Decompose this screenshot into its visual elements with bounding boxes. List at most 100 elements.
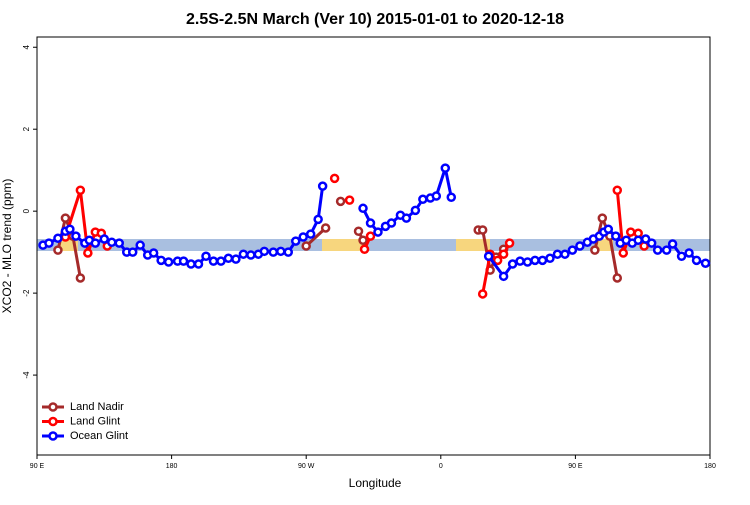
data-point <box>667 239 678 249</box>
data-point <box>127 247 138 257</box>
data-point <box>552 249 563 259</box>
data-point <box>418 194 428 205</box>
y-tick-label: 2 <box>22 126 31 131</box>
data-point <box>567 245 578 255</box>
data-point <box>238 249 249 259</box>
data-point <box>223 253 234 264</box>
data-point <box>477 225 488 235</box>
y-tick-label: 4 <box>22 44 31 49</box>
legend-marker <box>48 431 58 441</box>
data-point <box>216 256 226 266</box>
data-point <box>386 218 397 228</box>
data-point <box>246 250 256 260</box>
plot-frame <box>36 36 711 456</box>
data-point <box>365 231 376 241</box>
data-point <box>410 205 421 216</box>
data-point <box>522 257 533 267</box>
data-point <box>301 241 311 251</box>
data-point <box>353 226 364 236</box>
data-point <box>114 238 125 248</box>
data-point <box>597 213 608 223</box>
data-point <box>60 213 71 223</box>
data-point <box>329 173 340 184</box>
data-point <box>156 255 166 266</box>
data-point <box>107 237 117 248</box>
data-point <box>290 236 301 246</box>
x-tick-label: 180 <box>704 463 716 470</box>
data-point <box>99 234 110 244</box>
data-point <box>259 246 270 257</box>
data-point <box>676 251 687 261</box>
y-tick-label: -4 <box>22 371 31 379</box>
data-point <box>640 234 651 244</box>
data-point <box>148 248 159 258</box>
data-point <box>83 248 93 258</box>
data-point <box>492 255 503 266</box>
data-point <box>71 231 81 241</box>
data-point <box>515 256 525 266</box>
data-point <box>691 255 702 266</box>
data-point <box>431 191 442 201</box>
data-point <box>283 247 294 257</box>
data-point <box>335 196 346 207</box>
data-point <box>646 238 657 248</box>
data-point <box>575 241 585 251</box>
data-point <box>507 259 518 269</box>
x-tick-label: 180 <box>166 463 178 470</box>
data-point <box>193 259 204 269</box>
data-point <box>477 289 488 299</box>
data-point <box>135 240 145 250</box>
x-axis-label: Longitude <box>349 476 402 490</box>
data-point <box>498 249 509 259</box>
data-point <box>359 244 370 255</box>
data-point <box>75 273 86 283</box>
data-point <box>365 218 376 228</box>
y-tick-label: -2 <box>22 289 31 297</box>
data-point <box>358 235 368 246</box>
legend-label: Ocean Glint <box>70 430 128 442</box>
data-point <box>373 227 383 237</box>
data-point <box>344 195 355 205</box>
data-point <box>560 249 570 259</box>
data-point <box>661 245 672 255</box>
data-point <box>612 273 623 283</box>
data-point <box>163 257 174 267</box>
y-tick-label: 0 <box>22 208 31 213</box>
data-point <box>545 253 555 264</box>
data-point <box>231 254 241 264</box>
data-point <box>537 255 548 266</box>
data-point <box>700 258 711 268</box>
data-point <box>401 213 412 223</box>
data-point <box>320 223 331 233</box>
data-point <box>633 235 643 246</box>
data-point <box>530 255 540 266</box>
y-axis-label: XCO2 - MLO trend (ppm) <box>0 179 14 314</box>
data-point <box>440 163 451 173</box>
data-point <box>268 247 279 257</box>
data-point <box>483 251 494 261</box>
legend: Land Nadir Land Glint Ocean Glint <box>42 401 128 442</box>
data-point <box>625 227 636 237</box>
data-point <box>44 238 54 248</box>
data-point <box>618 248 629 258</box>
data-point <box>590 245 600 255</box>
x-tick-label: 90 E <box>568 463 583 470</box>
data-point <box>53 245 63 255</box>
data-point <box>201 251 211 261</box>
data-point <box>305 229 316 239</box>
data-point <box>317 181 328 191</box>
data-point <box>178 256 189 266</box>
x-tick-label: 90 E <box>30 463 45 470</box>
legend-label: Land Glint <box>70 415 120 427</box>
data-point <box>186 259 196 269</box>
data-point <box>504 238 515 248</box>
legend-marker <box>48 402 58 412</box>
data-point <box>498 271 509 282</box>
data-point <box>313 214 323 225</box>
data-point <box>684 248 694 258</box>
legend-marker <box>48 416 58 427</box>
data-point <box>652 245 663 255</box>
data-point <box>276 246 286 257</box>
data-point <box>611 231 621 241</box>
